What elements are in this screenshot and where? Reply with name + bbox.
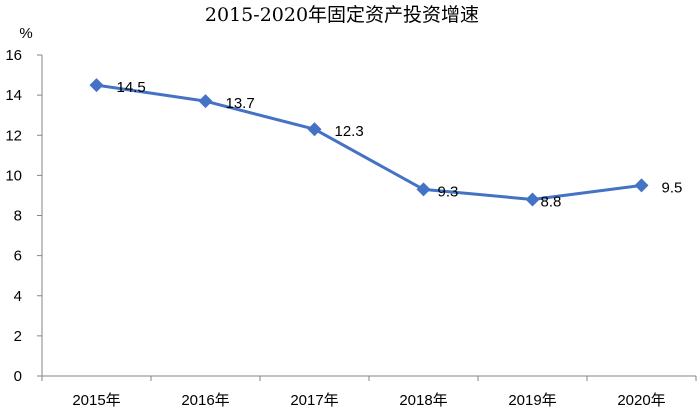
data-point-marker: [198, 94, 213, 109]
chart-title: 2015-2020年固定资产投资增速: [205, 4, 479, 26]
x-tick-label: 2019年: [508, 392, 556, 409]
data-label: 14.5: [117, 79, 146, 96]
data-labels: 14.5 13.7 12.3 9.3 8.8 9.5: [117, 79, 683, 210]
x-tick-label: 2017年: [290, 392, 338, 409]
y-tick-label: 14: [5, 87, 22, 104]
data-point-marker: [307, 122, 322, 137]
data-label: 13.7: [226, 95, 255, 112]
x-tick-label: 2016年: [181, 392, 229, 409]
data-point-marker: [634, 178, 649, 193]
data-label: 9.5: [662, 179, 683, 196]
y-axis-ticks: 0 2 4 6 8 10 12 14 16: [5, 47, 42, 385]
data-point-marker: [89, 78, 104, 93]
y-tick-label: 2: [14, 328, 22, 345]
data-label: 8.8: [541, 193, 562, 210]
series-group: [89, 78, 649, 207]
y-tick-label: 4: [14, 288, 22, 305]
y-tick-label: 6: [14, 248, 22, 265]
data-label: 12.3: [335, 123, 364, 140]
x-tick-label: 2020年: [617, 392, 665, 409]
x-tick-label: 2015年: [72, 392, 120, 409]
data-label: 9.3: [438, 183, 459, 200]
y-axis-unit-label: %: [19, 25, 32, 42]
axes: [41, 55, 696, 377]
x-axis-ticks: 2015年 2016年 2017年 2018年 2019年 2020年: [41, 376, 697, 409]
y-tick-label: 16: [5, 47, 22, 64]
y-tick-label: 10: [5, 167, 22, 184]
y-tick-label: 0: [14, 368, 22, 385]
y-tick-label: 8: [14, 208, 22, 225]
y-tick-label: 12: [5, 127, 22, 144]
data-point-marker: [416, 182, 431, 197]
x-tick-label: 2018年: [399, 392, 447, 409]
series-line: [96, 83, 642, 201]
data-point-marker: [525, 192, 540, 207]
